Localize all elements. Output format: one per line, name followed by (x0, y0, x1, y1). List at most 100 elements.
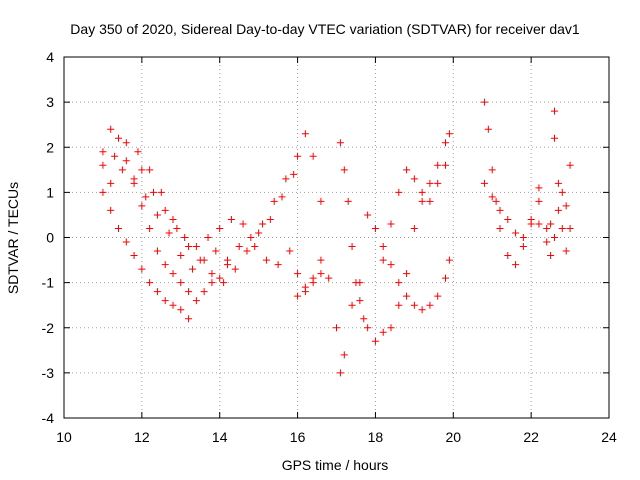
data-point (115, 134, 122, 142)
data-point (512, 261, 520, 269)
data-point (138, 265, 146, 273)
data-point (99, 161, 107, 169)
series-sat-b (99, 125, 231, 305)
data-point (562, 247, 570, 255)
data-point (395, 188, 403, 196)
data-point (554, 179, 562, 187)
data-point (562, 202, 570, 210)
data-point (379, 256, 387, 264)
data-point (480, 98, 488, 106)
x-tick-label: 24 (601, 429, 617, 445)
data-point (496, 206, 504, 214)
series-sat-j (379, 161, 449, 264)
data-point (551, 234, 558, 241)
data-point (169, 270, 177, 278)
y-tick-label: 0 (46, 230, 54, 246)
data-point (301, 283, 309, 291)
data-point (504, 215, 512, 223)
data-point (115, 224, 122, 232)
series-sat-k (480, 98, 543, 269)
data-point (153, 247, 161, 255)
axis-ticks (63, 56, 610, 419)
y-tick-label: 1 (46, 184, 54, 200)
data-point (301, 130, 309, 138)
x-tick-label: 12 (134, 429, 150, 445)
data-point (418, 197, 426, 205)
data-point (200, 288, 208, 296)
data-point (262, 256, 270, 264)
data-point (188, 265, 196, 273)
data-point (235, 243, 243, 251)
y-tick-label: 3 (46, 94, 54, 110)
data-point (403, 270, 411, 278)
data-point (352, 279, 360, 287)
data-point (169, 301, 177, 309)
data-point (325, 274, 333, 282)
data-point (371, 337, 379, 345)
data-point (547, 252, 555, 260)
data-point (488, 166, 496, 174)
x-tick-label: 22 (523, 429, 539, 445)
data-point (512, 229, 520, 237)
series-sat-l (480, 179, 551, 241)
data-point (379, 328, 387, 336)
series-sat-h (364, 211, 453, 314)
data-point (111, 152, 119, 160)
data-point (107, 179, 115, 187)
data-point (535, 197, 543, 205)
y-axis-label: SDTVAR / TECUs (5, 182, 21, 294)
data-point (243, 247, 251, 255)
y-tick-label: -3 (42, 365, 55, 381)
data-point (340, 166, 348, 174)
series-sat-a (99, 188, 193, 323)
y-tick-label: -1 (42, 275, 55, 291)
series-sat-i (371, 130, 453, 345)
data-point (161, 297, 169, 305)
data-point (387, 261, 395, 269)
data-point (410, 175, 418, 183)
data-point (153, 288, 161, 296)
data-point (286, 247, 294, 255)
series-sat-m (535, 188, 574, 260)
data-point (185, 243, 193, 251)
data-point (426, 179, 434, 187)
data-point (488, 193, 496, 201)
data-point (543, 224, 551, 232)
data-point (410, 301, 418, 309)
data-point (282, 175, 290, 183)
data-point (442, 274, 449, 282)
data-point (185, 288, 193, 296)
series-sat-e (138, 166, 298, 287)
data-point (181, 234, 189, 241)
data-point (554, 206, 562, 214)
data-point (434, 161, 442, 169)
data-point (107, 125, 115, 133)
data-point (566, 224, 574, 232)
data-point (492, 197, 500, 205)
data-point (445, 130, 453, 138)
data-point (360, 315, 368, 323)
data-point (551, 107, 558, 115)
data-point (255, 229, 263, 237)
y-tick-label: -2 (42, 320, 55, 336)
data-point (146, 224, 154, 232)
data-point (418, 188, 426, 196)
data-point (442, 139, 449, 147)
data-point (227, 215, 235, 223)
data-point (259, 220, 267, 228)
data-point (185, 315, 193, 323)
data-point (504, 252, 512, 260)
data-point (138, 166, 146, 174)
data-point (547, 220, 555, 228)
data-point (150, 188, 158, 196)
data-point (220, 279, 228, 287)
data-point (239, 220, 247, 228)
data-point (551, 134, 558, 142)
chart-title: Day 350 of 2020, Sidereal Day-to-day VTE… (70, 21, 580, 37)
data-point (426, 197, 434, 205)
data-point (336, 369, 344, 377)
data-point (208, 270, 216, 278)
data-point (418, 306, 426, 314)
data-point (527, 220, 535, 228)
